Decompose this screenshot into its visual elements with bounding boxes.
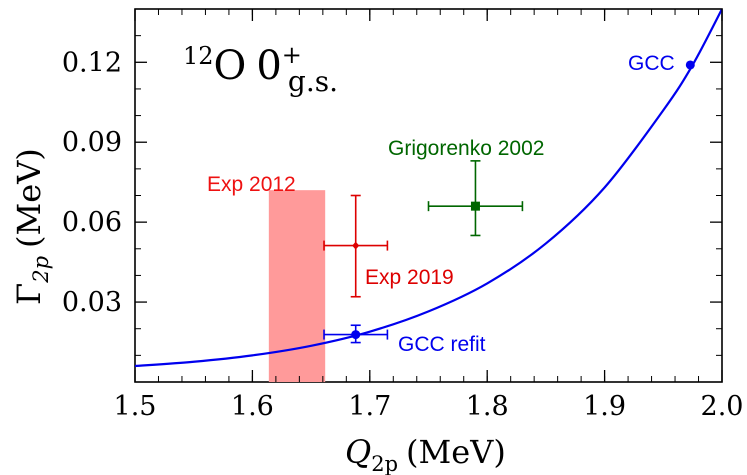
labels-layer: GCC GCC refit Exp 2019 Grigorenko 2002 Exp 2…: [207, 52, 675, 356]
marker-gcc-refit: [351, 330, 361, 340]
point-gcc: [685, 60, 695, 70]
point-exp-2019: [323, 194, 389, 298]
x-axis-subscript: 2p: [371, 452, 398, 475]
point-grigorenko-2002: [427, 160, 524, 237]
panel-mass-number: 12: [183, 42, 214, 70]
y-axis-unit: (MeV): [10, 148, 48, 248]
x-tick-label: 1.8: [466, 391, 509, 422]
x-tick-label: 1.7: [348, 391, 391, 422]
label-exp-2012: Exp 2012: [207, 173, 296, 196]
x-tick-label: 1.6: [231, 391, 274, 422]
label-grigorenko-2002: Grigorenko 2002: [388, 137, 544, 160]
points-layer: [323, 60, 695, 344]
panel-subscript: g.s.: [288, 65, 338, 98]
y-tick-label: 0.06: [62, 207, 122, 238]
ticks-layer: 1.5 1.6 1.7 1.8 1.9 2.0 0.03 0.06 0.09 0.12: [62, 8, 744, 422]
panel-label: 12O 0+ g.s.: [183, 41, 338, 98]
label-gcc: GCC: [628, 52, 675, 75]
x-tick-label: 1.9: [583, 391, 626, 422]
marker-grigorenko-2002: [470, 201, 480, 211]
y-tick-label: 0.09: [62, 127, 122, 158]
point-gcc-refit: [323, 324, 389, 344]
panel-state: 0: [256, 43, 281, 89]
marker-gcc: [685, 60, 695, 70]
label-exp-2019: Exp 2019: [365, 266, 454, 289]
x-axis-symbol: Q: [345, 433, 371, 471]
y-axis-symbol: Γ: [10, 283, 48, 305]
gcc-curve: [135, 9, 722, 368]
y-tick-label: 0.12: [62, 47, 122, 78]
y-axis-subscript: 2p: [29, 256, 53, 284]
y-axis-title: Γ2p (MeV): [10, 148, 53, 305]
panel-element: O: [214, 43, 247, 89]
curve-layer: [135, 9, 722, 368]
x-tick-label: 1.5: [114, 391, 157, 422]
panel-parity: +: [282, 41, 302, 69]
y-tick-label: 0.03: [62, 287, 122, 318]
marker-exp-2019: [352, 241, 360, 250]
band-layer: [268, 190, 326, 382]
x-axis-unit: (MeV): [406, 433, 506, 471]
x-axis-title: Q2p (MeV): [345, 433, 506, 475]
label-gcc-refit: GCC refit: [398, 333, 486, 356]
band-exp-2012: [268, 190, 326, 382]
x-tick-label: 2.0: [701, 391, 744, 422]
